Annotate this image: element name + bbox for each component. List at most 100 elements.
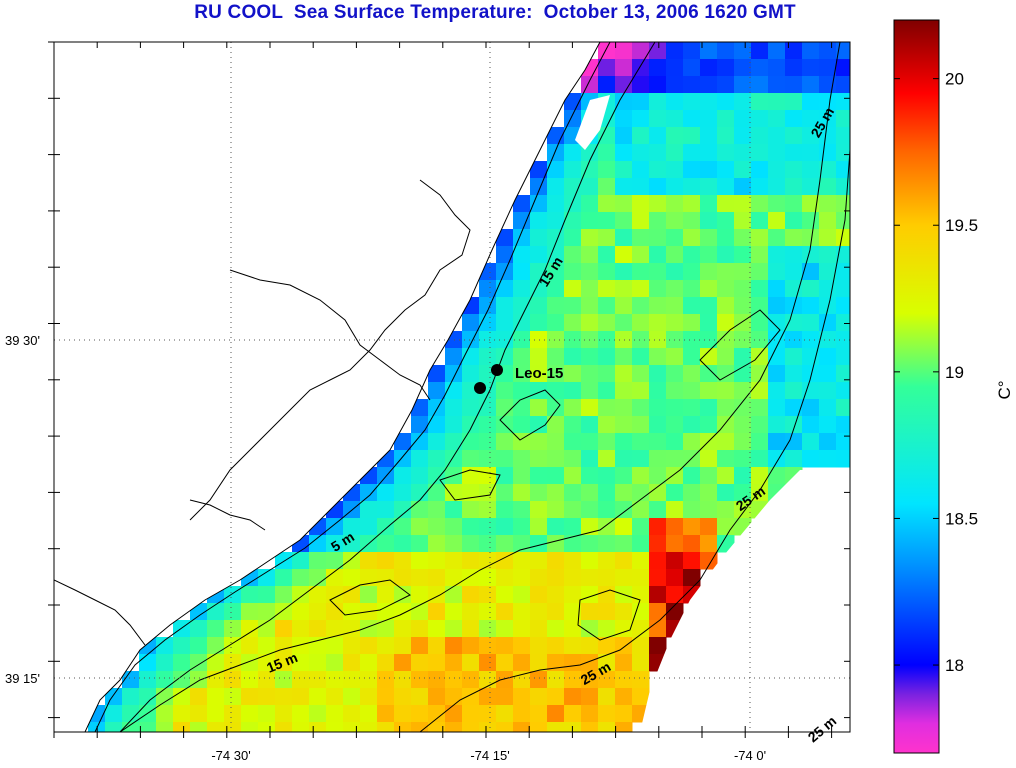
station-marker-1[interactable] [491,364,503,376]
sst-pixel [139,722,157,732]
sst-pixel [479,535,497,553]
sst-pixel [564,586,582,604]
sst-pixel [343,637,361,655]
lat-label-1: 39 30' [5,333,40,348]
sst-pixel [428,722,446,732]
sst-pixel [207,688,225,706]
sst-pixel [547,722,565,732]
sst-pixel [819,212,837,230]
sst-pixel [564,144,582,162]
sst-pixel [292,705,310,723]
sst-pixel [683,518,701,536]
sst-pixel [581,212,599,230]
sst-pixel [802,59,820,77]
sst-pixel [394,603,412,621]
sst-pixel [275,620,293,638]
sst-pixel [292,569,310,587]
sst-pixel [836,144,850,162]
sst-pixel [309,586,327,604]
sst-pixel [615,501,633,519]
sst-pixel [683,297,701,315]
sst-pixel [564,246,582,264]
sst-pixel [581,688,599,706]
sst-pixel [666,161,684,179]
sst-pixel [836,348,850,366]
sst-pixel [564,484,582,502]
sst-pixel [462,603,480,621]
sst-pixel [360,637,378,655]
sst-pixel [258,620,276,638]
sst-pixel [768,416,786,434]
sst-pixel [700,552,718,570]
sst-pixel [802,110,820,128]
sst-pixel [819,450,837,468]
sst-pixel [615,620,633,638]
contour-shoal-2 [439,469,501,501]
sst-pixel [734,433,752,451]
sst-pixel [649,467,667,485]
colorbar-tick-label: 19.5 [945,216,978,235]
sst-pixel [173,688,191,706]
sst-pixel [326,518,344,536]
sst-pixel [479,450,497,468]
sst-pixel [445,569,463,587]
sst-pixel [564,348,582,366]
sst-pixel [768,161,786,179]
sst-pixel [258,603,276,621]
sst-pixel [649,450,667,468]
sst-pixel [479,569,497,587]
sst-pixel [275,586,293,604]
sst-pixel [513,671,531,689]
sst-pixel [513,637,531,655]
sst-pixel [496,569,514,587]
sst-pixel [666,569,684,587]
sst-pixel [513,518,531,536]
station-marker-2[interactable] [474,382,486,394]
sst-pixel [836,365,850,383]
sst-pixel [530,297,548,315]
sst-pixel [598,705,616,723]
colorbar-tick-label: 19 [945,363,964,382]
sst-pixel [717,263,735,281]
sst-pixel [394,433,412,451]
sst-pixel [428,671,446,689]
sst-pixel [785,195,803,213]
sst-pixel [632,433,650,451]
sst-pixel [700,280,718,298]
sst-pixel [292,688,310,706]
sst-pixel [819,195,837,213]
sst-pixel [700,76,718,94]
sst-pixel [598,603,616,621]
sst-pixel [394,467,412,485]
sst-pixel [445,484,463,502]
sst-pixel [632,416,650,434]
sst-pixel [700,195,718,213]
sst-pixel [768,76,786,94]
sst-pixel [530,586,548,604]
sst-pixel [632,501,650,519]
sst-pixel [258,637,276,655]
sst-pixel [547,637,565,655]
sst-pixel [377,722,395,732]
sst-pixel [649,365,667,383]
sst-pixel [564,501,582,519]
sst-pixel [802,42,820,60]
sst-pixel [666,59,684,77]
sst-pixel [547,688,565,706]
sst-pixel [275,654,293,672]
sst-pixel [462,535,480,553]
sst-pixel [530,637,548,655]
sst-pixel [598,331,616,349]
sst-pixel [751,382,769,400]
sst-pixel [717,280,735,298]
sst-pixel [411,705,429,723]
sst-pixel [445,348,463,366]
sst-pixel [632,110,650,128]
sst-pixel [479,688,497,706]
sst-pixel [751,365,769,383]
sst-pixel [700,42,718,60]
sst-pixel [462,399,480,417]
sst-pixel [547,178,565,196]
sst-pixel [632,229,650,247]
sst-pixel [411,722,429,732]
